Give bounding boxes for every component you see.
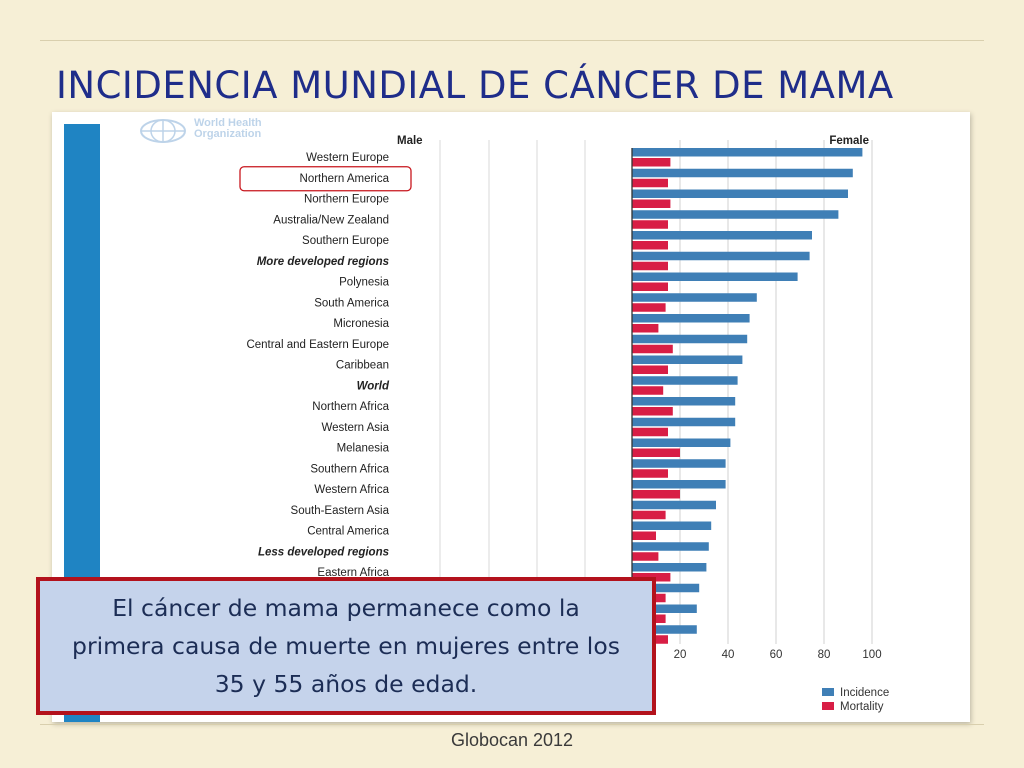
bar-incidence-21 <box>632 583 700 593</box>
bar-mortality-12 <box>632 407 673 416</box>
bar-mortality-14 <box>632 448 680 457</box>
bar-incidence-2 <box>632 189 848 198</box>
bar-incidence-22 <box>632 604 697 613</box>
panel-label-male: Male <box>397 135 423 147</box>
bar-incidence-20 <box>632 563 707 572</box>
category-label-0: Western Europe <box>306 152 389 164</box>
bar-mortality-2 <box>632 199 671 208</box>
category-label-7: South America <box>314 297 389 309</box>
who-logo: World Health Organization <box>138 118 262 144</box>
x-tick-label-3: 80 <box>818 649 831 661</box>
bar-incidence-14 <box>632 438 731 447</box>
callout-text: El cáncer de mama permanece como la prim… <box>62 589 630 703</box>
bar-mortality-9 <box>632 344 673 354</box>
bar-mortality-7 <box>632 303 666 312</box>
legend-label-0: Incidence <box>840 687 889 699</box>
bar-incidence-19 <box>632 542 709 551</box>
category-label-11: World <box>357 380 390 392</box>
panel-label-female: Female <box>829 135 869 147</box>
category-label-19: Less developed regions <box>258 546 389 558</box>
category-label-6: Polynesia <box>339 277 389 289</box>
bar-incidence-11 <box>632 376 738 385</box>
bar-mortality-13 <box>632 427 668 437</box>
bar-mortality-0 <box>632 158 671 167</box>
top-rule <box>40 40 984 41</box>
bar-mortality-1 <box>632 178 668 188</box>
bar-incidence-12 <box>632 397 736 406</box>
bar-incidence-16 <box>632 480 726 489</box>
category-label-18: Central America <box>307 526 389 538</box>
bar-incidence-23 <box>632 625 697 634</box>
bar-mortality-3 <box>632 220 668 229</box>
bottom-rule <box>40 724 984 725</box>
highlight-box <box>239 166 412 192</box>
bar-mortality-4 <box>632 241 668 250</box>
bar-incidence-1 <box>632 168 853 178</box>
bar-incidence-9 <box>632 334 748 344</box>
category-label-15: Southern Africa <box>310 463 389 475</box>
bar-chart: Male Female Western Europe Northern America… <box>239 135 889 713</box>
callout-line-1: El cáncer de mama permanece como la <box>112 594 580 622</box>
callout-line-2: primera causa de muerte en mujeres entre… <box>72 632 620 660</box>
category-label-8: Micronesia <box>333 318 389 330</box>
category-label-2: Northern Europe <box>304 194 389 206</box>
category-label-5: More developed regions <box>257 256 389 268</box>
bar-mortality-16 <box>632 490 680 499</box>
category-label-9: Central and Eastern Europe <box>246 339 389 351</box>
legend-swatch-0 <box>822 688 834 696</box>
bar-mortality-6 <box>632 282 668 291</box>
bar-incidence-18 <box>632 521 712 530</box>
bar-incidence-8 <box>632 314 750 323</box>
category-label-1: Northern America <box>300 173 390 185</box>
legend-swatch-1 <box>822 702 834 710</box>
bar-incidence-17 <box>632 500 716 510</box>
x-tick-label-0: 20 <box>674 649 687 661</box>
legend-label-1: Mortality <box>840 701 884 713</box>
bar-mortality-11 <box>632 386 664 395</box>
logo-line-1: World Health <box>194 117 262 129</box>
category-label-4: Southern Europe <box>302 235 389 247</box>
bar-incidence-3 <box>632 210 839 219</box>
logo-line-2: Organization <box>194 128 262 140</box>
bar-mortality-19 <box>632 552 659 561</box>
bar-incidence-0 <box>632 148 863 157</box>
bar-incidence-7 <box>632 293 757 302</box>
bar-incidence-4 <box>632 231 812 240</box>
bar-mortality-8 <box>632 324 659 333</box>
category-label-10: Caribbean <box>336 360 389 372</box>
bar-mortality-5 <box>632 261 668 271</box>
bar-mortality-18 <box>632 531 656 540</box>
callout-line-3: 35 y 55 años de edad. <box>214 670 478 698</box>
bar-mortality-10 <box>632 365 668 374</box>
bar-incidence-5 <box>632 251 810 261</box>
category-label-13: Western Asia <box>321 422 389 434</box>
callout-box: El cáncer de mama permanece como la prim… <box>36 577 656 715</box>
category-label-14: Melanesia <box>337 443 390 455</box>
category-label-3: Australia/New Zealand <box>273 214 389 226</box>
un-emblem-icon <box>140 119 186 143</box>
x-tick-label-1: 40 <box>722 649 735 661</box>
x-tick-label-4: 100 <box>862 649 881 661</box>
source-caption: Globocan 2012 <box>450 730 574 750</box>
bar-incidence-6 <box>632 272 798 281</box>
bar-incidence-13 <box>632 417 736 427</box>
category-label-16: Western Africa <box>314 484 389 496</box>
category-label-12: Northern Africa <box>312 401 389 413</box>
bar-mortality-17 <box>632 510 666 520</box>
category-label-17: South-Eastern Asia <box>291 505 390 517</box>
slide-title: INCIDENCIA MUNDIAL DE CÁNCER DE MAMA <box>56 64 894 107</box>
bar-mortality-15 <box>632 469 668 478</box>
bar-incidence-15 <box>632 459 726 468</box>
category-label-20: Eastern Africa <box>317 567 389 579</box>
x-tick-label-2: 60 <box>770 649 783 661</box>
bar-incidence-10 <box>632 355 743 364</box>
